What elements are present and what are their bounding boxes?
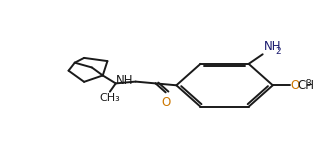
Text: CH: CH (297, 79, 314, 92)
Text: 2: 2 (275, 47, 281, 56)
Text: O: O (291, 79, 300, 92)
Text: 3: 3 (305, 79, 311, 88)
Text: CH₃: CH₃ (100, 93, 120, 103)
Text: NH: NH (116, 74, 133, 87)
Text: NH: NH (264, 40, 281, 53)
Text: O: O (161, 96, 170, 109)
